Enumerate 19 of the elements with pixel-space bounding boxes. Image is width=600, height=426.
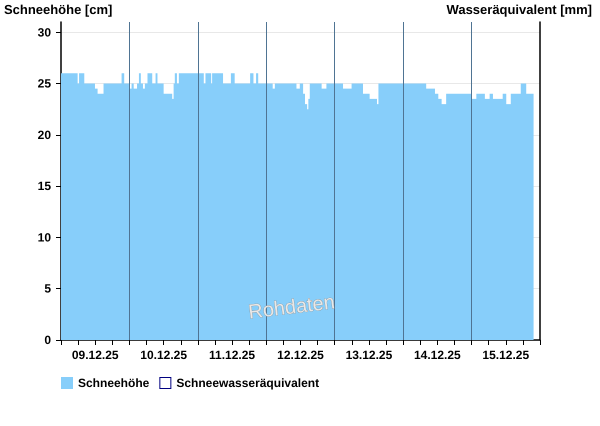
x-tick-label: 11.12.25	[209, 348, 256, 362]
legend-label: Schneehöhe	[78, 376, 150, 390]
y-tick-label: 25	[38, 76, 52, 91]
legend-label: Schneewasseräquivalent	[176, 376, 320, 390]
y-tick-label: 15	[38, 179, 52, 194]
x-tick-label: 09.12.25	[72, 348, 119, 362]
y-tick-label: 20	[38, 128, 52, 142]
y-tick-label: 0	[44, 333, 52, 347]
y2-axis-title: Wasseräquivalent [mm]	[446, 2, 592, 17]
x-tick-label: 13.12.25	[346, 348, 393, 362]
annotation: Rohdaten	[247, 291, 336, 324]
y-tick-label: 5	[44, 282, 52, 296]
x-tick-label: 10.12.25	[140, 348, 188, 362]
x-tick-label: 12.12.25	[277, 348, 324, 362]
y-tick-label: 10	[38, 230, 52, 244]
y-tick-label: 30	[38, 25, 52, 40]
x-tick-label: 14.12.25	[414, 348, 462, 362]
y-axis-title: Schneehöhe [cm]	[4, 2, 112, 17]
x-tick-label: 15.12.25	[482, 348, 530, 362]
